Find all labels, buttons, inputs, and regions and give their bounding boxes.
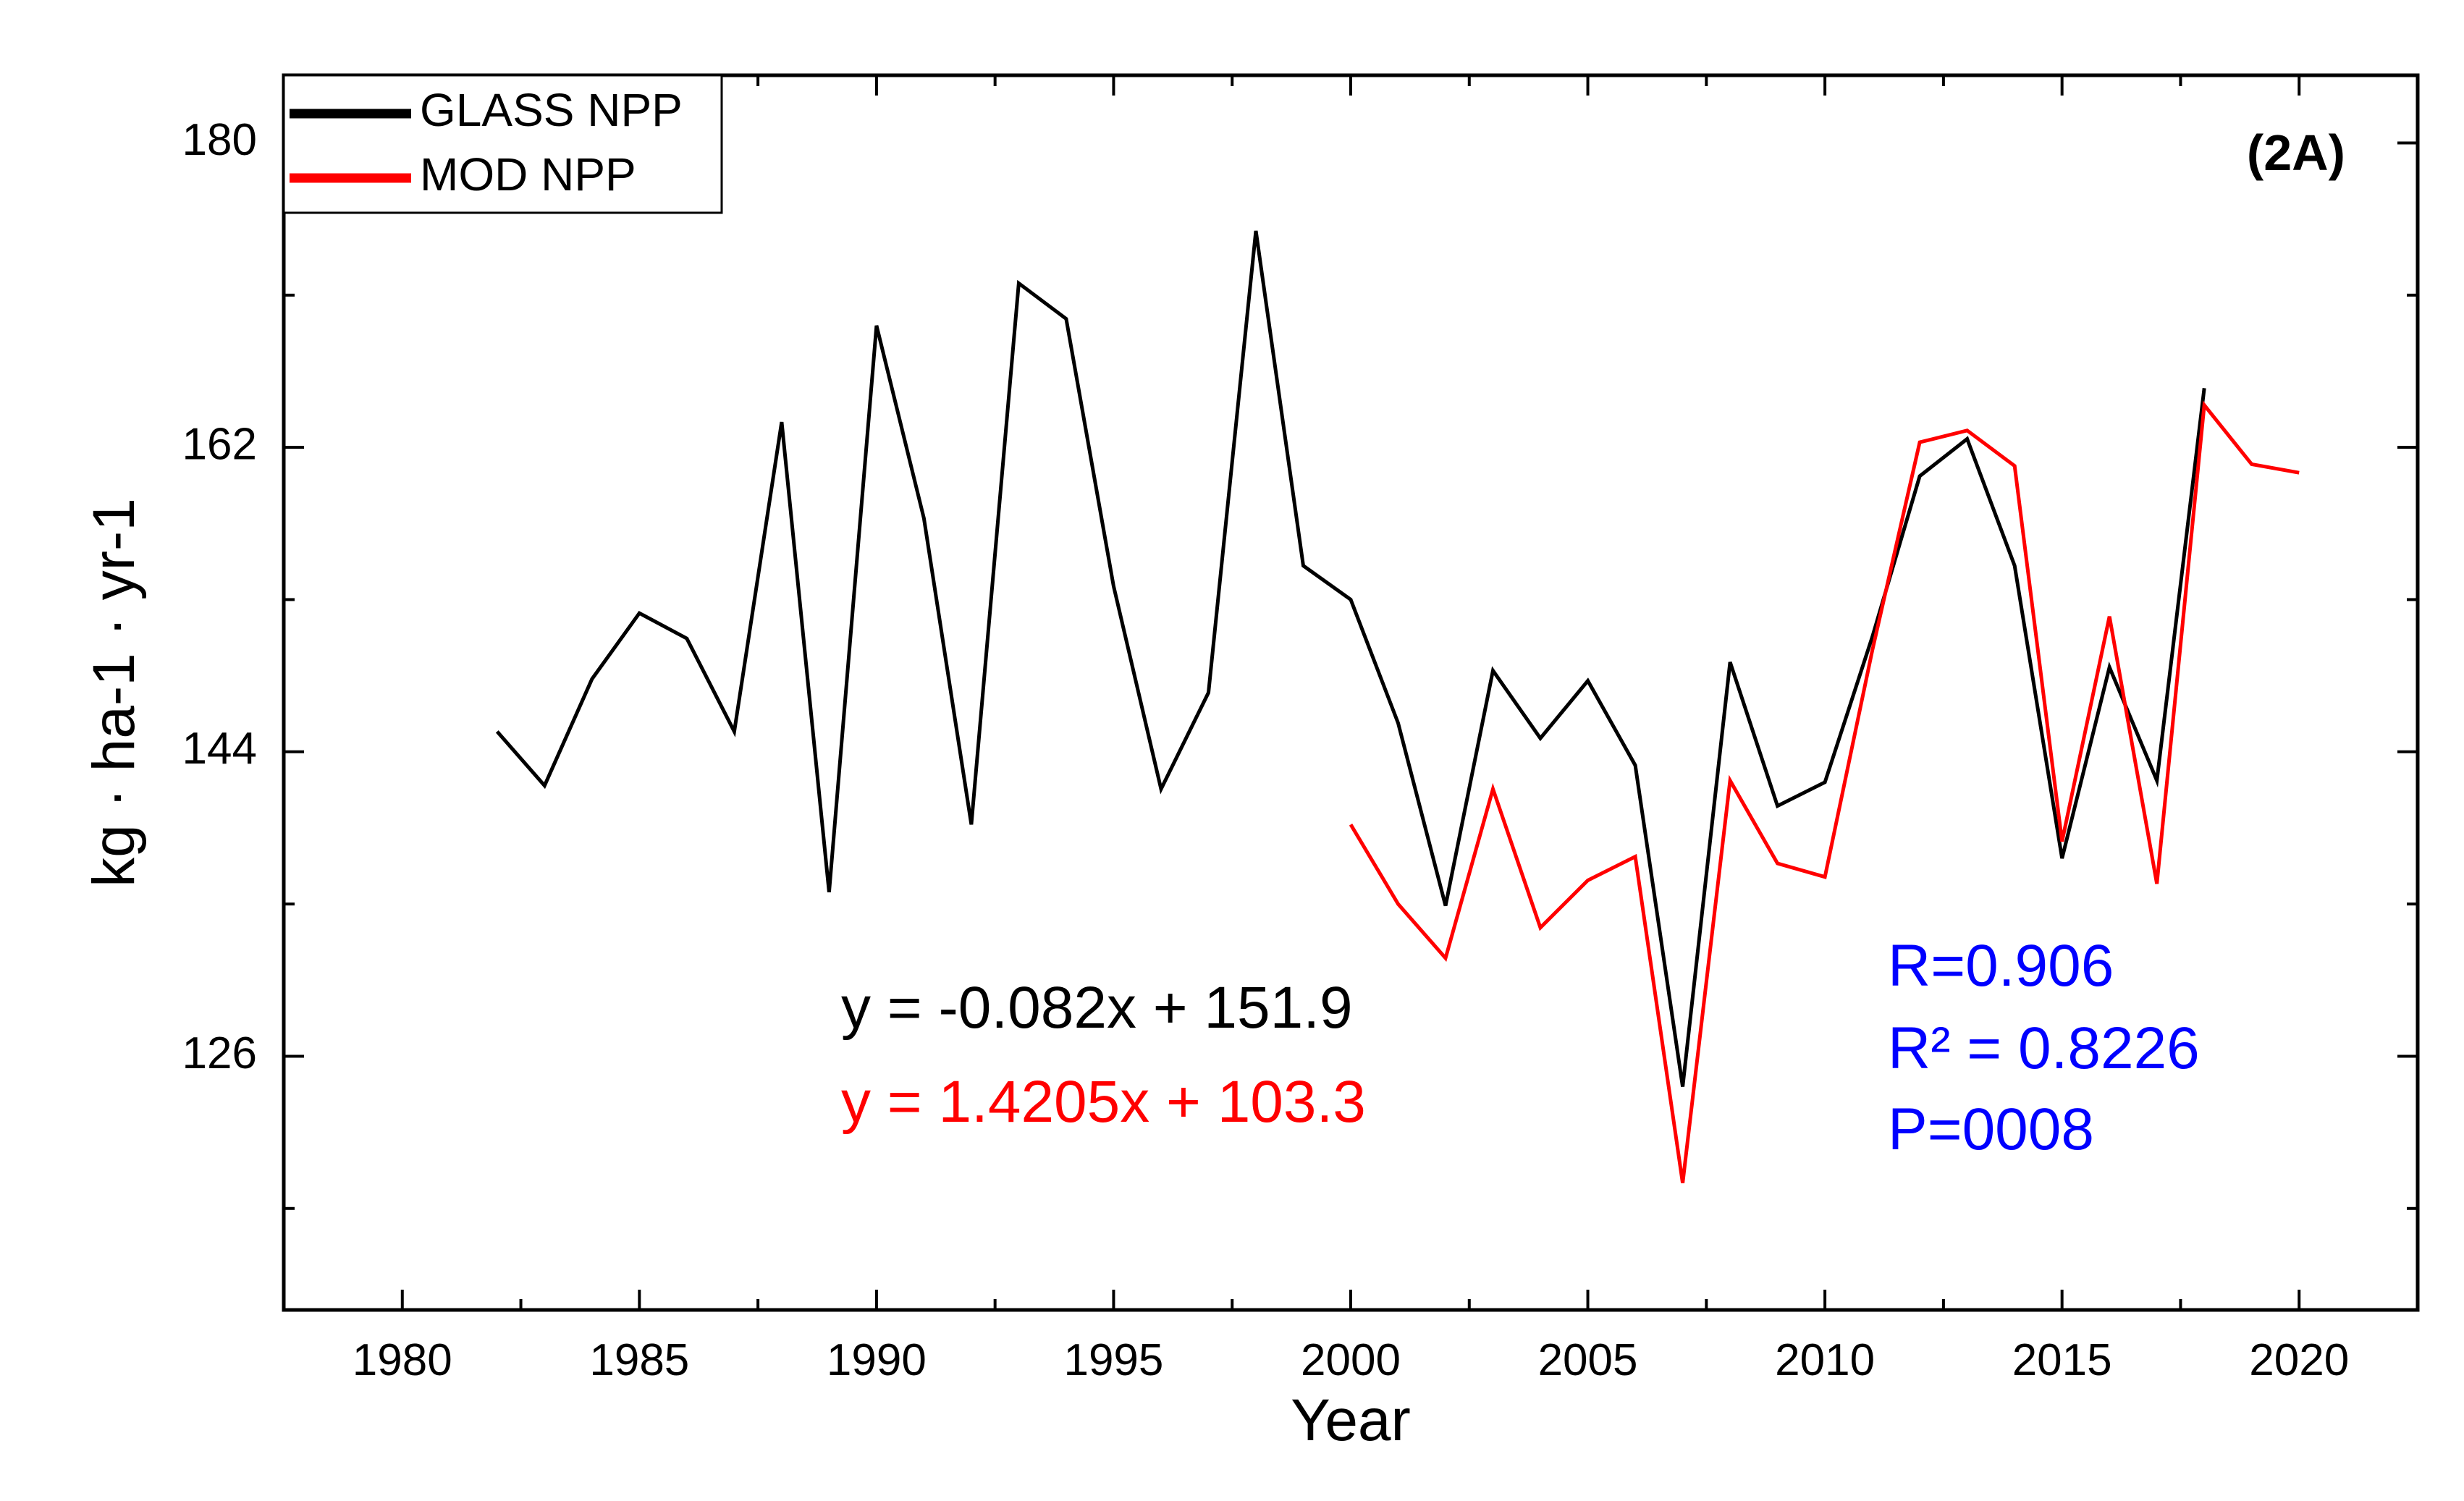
mod-trend-equation: y = 1.4205x + 103.3 bbox=[841, 1069, 1366, 1135]
x-tick-label: 2020 bbox=[2249, 1335, 2349, 1385]
series-layer bbox=[495, 230, 2300, 1184]
p-value: P=0008 bbox=[1888, 1096, 2094, 1162]
x-tick-label: 1995 bbox=[1063, 1335, 1163, 1385]
x-axis-label: Year bbox=[1291, 1387, 1411, 1453]
legend-box bbox=[282, 74, 723, 214]
x-tick-label: 1985 bbox=[589, 1335, 689, 1385]
series-line-mod-npp bbox=[1349, 400, 2300, 1184]
y-axis-label: kg · ha-1 · yr-1 bbox=[81, 498, 147, 887]
y-tick-label: 144 bbox=[182, 724, 257, 774]
x-tick-label: 2005 bbox=[1538, 1335, 1638, 1385]
series-line-glass-npp bbox=[495, 230, 2206, 1087]
x-tick-label: 2010 bbox=[1775, 1335, 1875, 1385]
legend-label-glass: GLASS NPP bbox=[420, 84, 683, 136]
axis-ticks: 1980 1985 1990 1995 2000 2005 2010 2015 2020 126 1… bbox=[182, 75, 2418, 1385]
y-tick-label: 162 bbox=[182, 420, 257, 470]
x-tick-label: 1990 bbox=[827, 1335, 927, 1385]
correlation-r-squared: R² = 0.8226 bbox=[1888, 1015, 2200, 1081]
legend-label-mod: MOD NPP bbox=[420, 148, 636, 200]
correlation-r: R=0.906 bbox=[1888, 933, 2114, 999]
glass-trend-equation: y = -0.082x + 151.9 bbox=[841, 975, 1353, 1041]
x-tick-label: 1980 bbox=[353, 1335, 452, 1385]
x-tick-label: 2015 bbox=[2012, 1335, 2112, 1385]
legend: GLASS NPP MOD NPP bbox=[282, 74, 723, 214]
y-tick-label: 180 bbox=[182, 115, 257, 165]
panel-label: (2A) bbox=[2247, 124, 2345, 181]
x-tick-label: 2000 bbox=[1301, 1335, 1401, 1385]
plot-frame bbox=[282, 73, 2420, 1312]
y-tick-label: 126 bbox=[182, 1028, 257, 1078]
